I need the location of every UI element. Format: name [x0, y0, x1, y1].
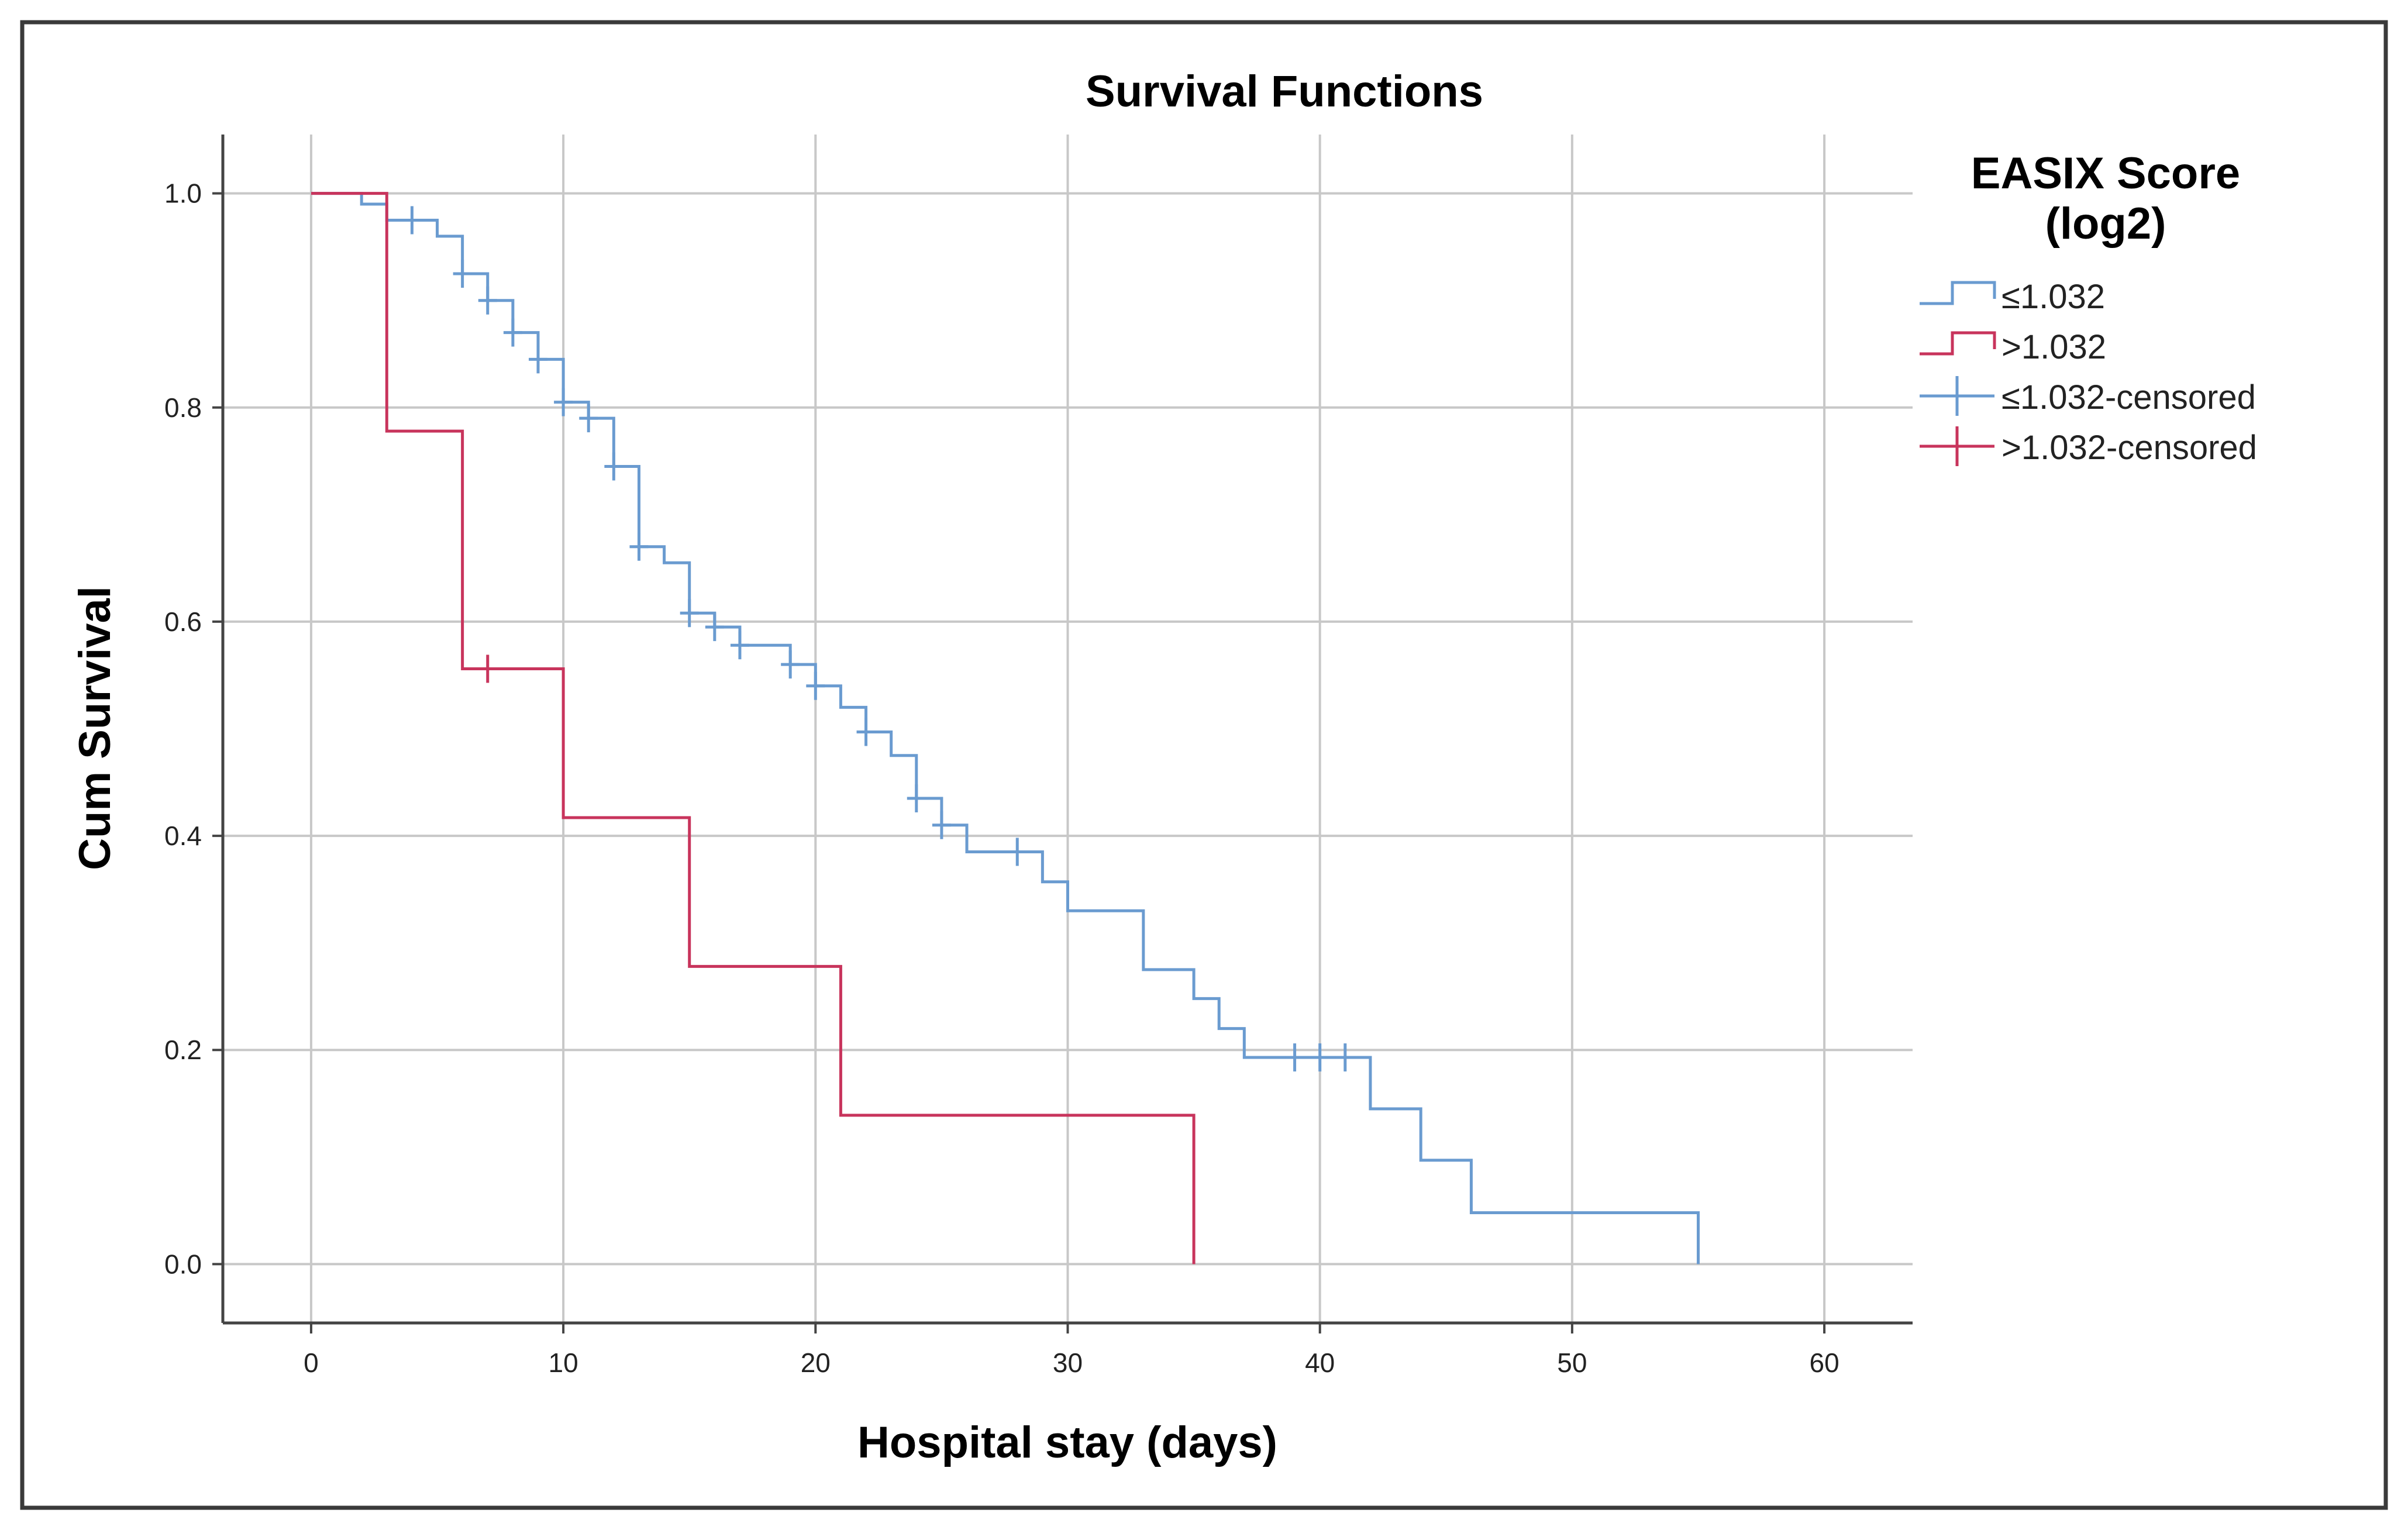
grid-layer: [223, 135, 1913, 1323]
legend-step-symbol: [1920, 331, 1996, 356]
legend-title-line1: EASIX Score: [1971, 149, 2240, 198]
y-tick-label: 1.0: [164, 178, 202, 209]
legend: EASIX Score (log2) ≤1.032 >1.032 ≤1.032-ce…: [1920, 149, 2257, 467]
y-tick-label: 0.0: [164, 1249, 202, 1279]
x-tick-label: 10: [549, 1348, 578, 1378]
legend-label: ≤1.032: [2002, 278, 2105, 316]
legend-entries: ≤1.032 >1.032 ≤1.032-censored >1.032-censor…: [1920, 278, 2257, 467]
y-axis-title: Cum Survival: [70, 586, 120, 870]
legend-label: >1.032: [2002, 328, 2106, 366]
x-tick-label: 0: [304, 1348, 319, 1378]
legend-step-symbol: [1920, 281, 1996, 305]
y-tick-label: 0.2: [164, 1035, 202, 1065]
x-tick-label: 30: [1053, 1348, 1083, 1378]
legend-title-line2: (log2): [2045, 199, 2166, 249]
y-tick-label: 0.4: [164, 821, 202, 851]
chart-title: Survival Functions: [1086, 67, 1483, 116]
outer-border: [20, 20, 2388, 1510]
x-axis-title: Hospital stay (days): [857, 1418, 1277, 1467]
legend-label: >1.032-censored: [2002, 429, 2257, 467]
series-layer: [311, 192, 1700, 1264]
y-tick-label: 0.6: [164, 607, 202, 637]
x-tick-label: 50: [1557, 1348, 1587, 1378]
survival-step-line-low: [311, 192, 1700, 1264]
x-tick-label: 60: [1809, 1348, 1839, 1378]
x-tick-label: 40: [1305, 1348, 1335, 1378]
survival-step-line-high: [311, 192, 1196, 1264]
y-tick-label: 0.8: [164, 392, 202, 423]
x-tick-label: 20: [801, 1348, 831, 1378]
legend-label: ≤1.032-censored: [2002, 378, 2256, 416]
tick-layer: 0 10 20 30 40 50 60 0.0 0.2 0.4 0.6 0.8 1.0: [164, 178, 1839, 1378]
